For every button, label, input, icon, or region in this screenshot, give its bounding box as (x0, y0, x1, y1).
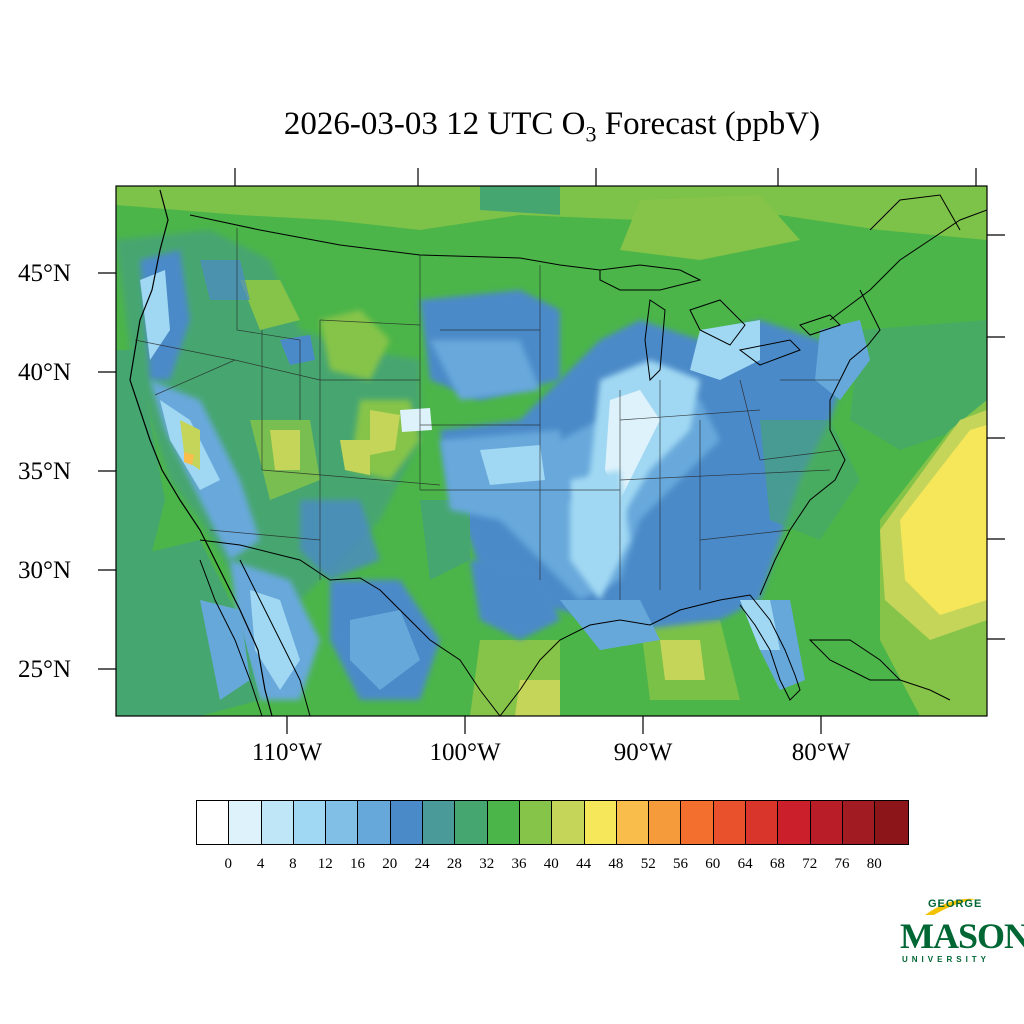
colorbar-box-5 (358, 801, 391, 844)
colorbar-label-80: 80 (866, 856, 882, 872)
logo-university: UNIVERSITY (902, 955, 991, 964)
colorbar-box-19 (810, 801, 843, 844)
left-ticks (98, 272, 116, 670)
bottom-ticks (286, 716, 822, 734)
colorbar-label-68: 68 (769, 856, 785, 872)
colorbar-box-4 (326, 801, 359, 844)
colorbar-box-0 (197, 801, 230, 844)
colorbar-box-1 (229, 801, 262, 844)
map-title: 2026-03-03 12 UTC O3 Forecast (ppbV) (283, 106, 821, 147)
colorbar-box-6 (390, 801, 424, 844)
colorbar-box-20 (842, 801, 876, 844)
colorbar-label-76: 76 (834, 856, 850, 872)
logo-swoosh-icon (925, 898, 976, 915)
colorbar-label-20: 20 (382, 856, 398, 872)
lat-label-30n: 30°N (18, 557, 72, 584)
colorbar-box-13 (616, 801, 650, 844)
colorbar-label-32: 32 (479, 856, 495, 872)
colorbar-label-56: 56 (673, 856, 688, 872)
colorbar-box-2 (261, 801, 294, 844)
colorbar-label-0: 0 (224, 856, 233, 872)
right-ticks (987, 234, 1005, 640)
colorbar-box-14 (649, 801, 682, 844)
colorbar (196, 800, 909, 845)
colorbar-label-72: 72 (802, 856, 818, 872)
lon-label-110w: 110°W (251, 739, 323, 766)
lat-label-25n: 25°N (18, 656, 72, 683)
colorbar-box-10 (519, 801, 553, 844)
colorbar-label-36: 36 (511, 856, 527, 872)
top-ticks (234, 168, 977, 186)
colorbar-box-9 (487, 801, 520, 844)
colorbar-label-64: 64 (737, 856, 753, 872)
colorbar-box-15 (681, 801, 714, 844)
colorbar-box-17 (746, 801, 779, 844)
colorbar-label-12: 12 (317, 856, 333, 872)
colorbar-label-16: 16 (350, 856, 365, 872)
logo-mason: MASON (900, 916, 1024, 956)
lon-label-80w: 80°W (791, 739, 851, 766)
colorbar-label-48: 48 (608, 856, 624, 872)
colorbar-box-11 (552, 801, 585, 844)
colorbar-label-24: 24 (414, 856, 430, 872)
boundary-lines (129, 189, 987, 716)
colorbar-label-4: 4 (256, 856, 265, 872)
lat-label-40n: 40°N (18, 359, 72, 386)
state-lines (134, 228, 841, 600)
colorbar-box-8 (455, 801, 488, 844)
gmu-logo: GEORGE MASON UNIVERSITY (900, 895, 1024, 970)
colorbar-label-40: 40 (543, 856, 559, 872)
lat-label-45n: 45°N (18, 260, 72, 287)
colorbar-box-21 (875, 801, 908, 844)
colorbar-label-28: 28 (446, 856, 462, 872)
colorbar-label-52: 52 (640, 856, 656, 872)
lon-label-90w: 90°W (613, 739, 673, 766)
colorbar-label-8: 8 (289, 856, 297, 872)
logo-george: GEORGE (928, 898, 983, 910)
colorbar-label-44: 44 (576, 856, 592, 872)
colorbar-box-16 (713, 801, 747, 844)
colorbar-box-3 (293, 801, 327, 844)
ozone-field (116, 186, 987, 716)
colorbar-label-60: 60 (705, 856, 721, 872)
lon-label-100w: 100°W (429, 739, 501, 766)
lat-label-35n: 35°N (18, 458, 72, 485)
colorbar-box-12 (584, 801, 617, 844)
colorbar-box-18 (778, 801, 811, 844)
colorbar-box-7 (423, 801, 456, 844)
